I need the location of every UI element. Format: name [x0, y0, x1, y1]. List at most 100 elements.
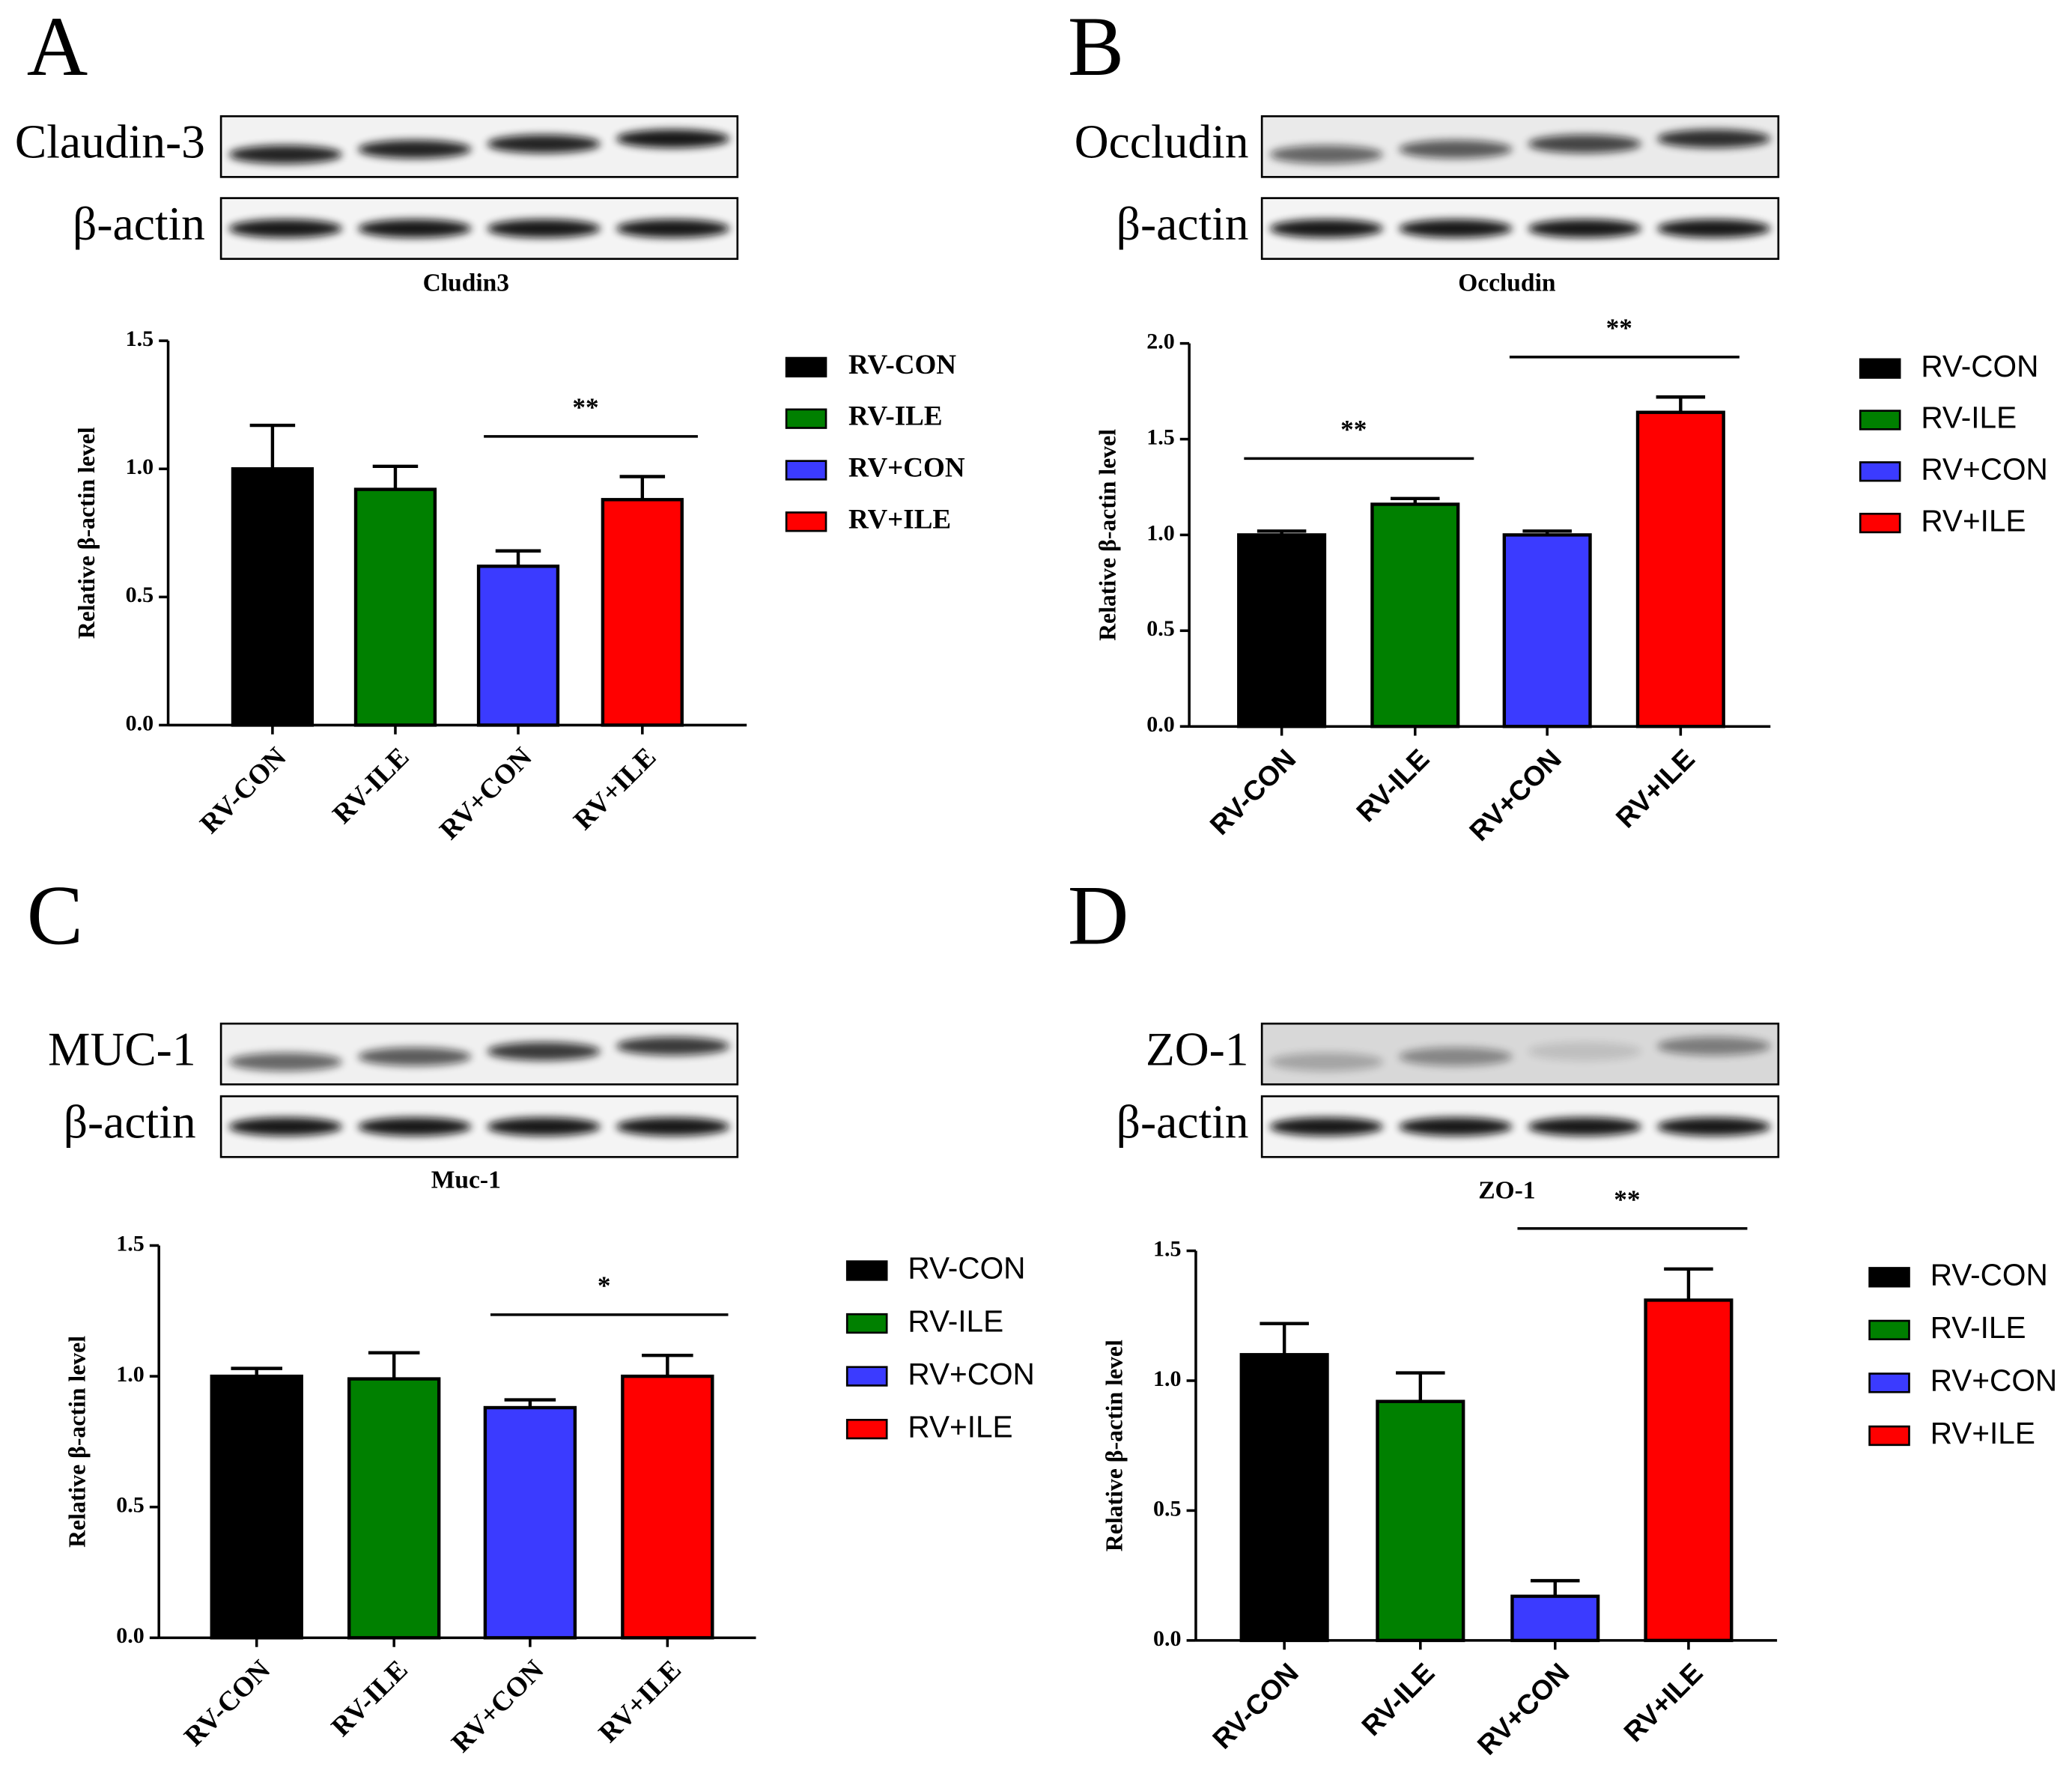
y-tick-label: 2.0	[1146, 329, 1174, 354]
x-tick-label: RV-ILE	[326, 1655, 414, 1743]
legend-swatch	[785, 460, 827, 481]
blot-label: β-actin	[1116, 1095, 1249, 1148]
blot-label: Occludin	[1075, 115, 1249, 168]
y-axis-label: Relative β-actin level	[64, 1336, 91, 1548]
bar	[483, 1405, 577, 1640]
legend-swatch	[1859, 358, 1901, 379]
legend-swatch	[1868, 1319, 1910, 1341]
blot-band	[487, 1117, 601, 1137]
panel: A Claudin-3 β-actin Cludin3 0.0 0.5 1.0 1.5 Rela…	[15, 0, 965, 846]
x-tick-label: RV-CON	[1203, 743, 1301, 841]
blot-band	[358, 139, 472, 159]
significance-label: **	[1614, 1185, 1640, 1214]
y-axis-label: Relative β-actin level	[1101, 1340, 1127, 1551]
legend-swatch	[1859, 410, 1901, 431]
legend-swatch	[845, 1418, 888, 1440]
legend-swatch	[1868, 1425, 1910, 1447]
y-tick-label: 1.5	[1146, 425, 1174, 449]
blot-band	[1528, 134, 1641, 153]
blot-band	[1528, 1117, 1641, 1137]
bar	[1239, 1353, 1329, 1643]
blot-band	[487, 134, 601, 153]
blot-band	[228, 1117, 342, 1137]
blot-label: β-actin	[64, 1095, 196, 1148]
blot-band	[228, 219, 342, 238]
legend-label: RV+CON	[1930, 1363, 2057, 1398]
blot-band	[1399, 139, 1513, 159]
x-tick-label: RV+CON	[1471, 1657, 1575, 1761]
x-tick-label: RV-ILE	[327, 742, 416, 830]
panel: D ZO-1 β-actin ZO-1 0.0 0.5 1.0 1.5 Relative β-a…	[1068, 869, 2057, 1761]
y-tick-label: 0.0	[116, 1623, 144, 1648]
significance-label: **	[1340, 415, 1367, 444]
x-tick-label: RV-CON	[178, 1654, 276, 1752]
blot-band	[1399, 1047, 1513, 1066]
blot-band	[1269, 1052, 1383, 1071]
bar	[1635, 410, 1725, 729]
chart-title: ZO-1	[1478, 1177, 1535, 1205]
panel-letter: D	[1068, 869, 1129, 963]
blot-band	[358, 219, 472, 238]
y-tick-label: 0.5	[1153, 1496, 1181, 1521]
legend-swatch	[1859, 461, 1901, 482]
blot-band	[616, 219, 730, 238]
legend-swatch	[845, 1260, 888, 1281]
bar	[210, 1374, 303, 1640]
legend-swatch	[845, 1313, 888, 1334]
blot-band	[358, 1047, 472, 1066]
bar	[353, 487, 437, 727]
blot-band	[487, 1042, 601, 1061]
blot-band	[1657, 129, 1771, 148]
legend-label: RV-ILE	[908, 1304, 1003, 1338]
y-tick-label: 1.5	[1153, 1236, 1181, 1261]
significance-label: **	[1606, 314, 1632, 343]
y-tick-label: 0.0	[126, 711, 154, 735]
legend-swatch	[785, 408, 827, 429]
y-tick-label: 0.5	[1146, 616, 1174, 641]
chart-title: Muc-1	[431, 1166, 501, 1194]
x-tick-label: RV-ILE	[1355, 1657, 1441, 1742]
legend-label: RV-CON	[908, 1251, 1025, 1286]
x-tick-label: RV+CON	[434, 741, 538, 845]
legend-swatch	[1868, 1372, 1910, 1393]
y-tick-label: 1.0	[1146, 520, 1174, 545]
legend-label: RV-CON	[848, 350, 956, 380]
y-axis-label: Relative β-actin level	[1095, 429, 1121, 641]
bar	[1510, 1594, 1600, 1643]
blot-band	[1269, 219, 1383, 238]
panel: B Occludin β-actin Occludin 0.0 0.5 1.0 1.5 2.0 R…	[1068, 0, 2048, 847]
bar	[621, 1374, 714, 1640]
blot-label: ZO-1	[1146, 1022, 1249, 1075]
legend-label: RV+CON	[908, 1357, 1034, 1391]
y-axis-label: Relative β-actin level	[73, 427, 100, 639]
legend-swatch	[1859, 512, 1901, 534]
panel-letter: A	[27, 0, 88, 94]
bar	[1644, 1298, 1734, 1643]
bar	[1502, 533, 1592, 729]
panel-letter: B	[1068, 0, 1124, 94]
blot-band	[1657, 1036, 1771, 1056]
chart-title: Cludin3	[423, 270, 509, 297]
blot-band	[228, 145, 342, 164]
x-tick-label: RV+ILE	[568, 742, 662, 836]
legend-label: RV+ILE	[848, 504, 951, 535]
x-tick-label: RV-ILE	[1350, 743, 1435, 828]
y-tick-label: 0.0	[1153, 1626, 1181, 1651]
significance-label: *	[598, 1271, 611, 1301]
significance-label: **	[572, 393, 598, 422]
legend-label: RV-CON	[1921, 349, 2038, 383]
blot-band	[1399, 1117, 1513, 1137]
blot-band	[616, 129, 730, 148]
x-tick-label: RV+CON	[446, 1654, 550, 1758]
blot-band	[1269, 1117, 1383, 1137]
bar	[347, 1377, 441, 1640]
blot-band	[616, 1036, 730, 1056]
blot-band	[1528, 219, 1641, 238]
legend-label: RV+ILE	[908, 1409, 1012, 1444]
legend-swatch	[785, 511, 827, 532]
blot-band	[358, 1117, 472, 1137]
legend-label: RV+ILE	[1921, 503, 2026, 538]
chart-title: Occludin	[1458, 270, 1556, 297]
y-tick-label: 0.5	[116, 1493, 144, 1518]
